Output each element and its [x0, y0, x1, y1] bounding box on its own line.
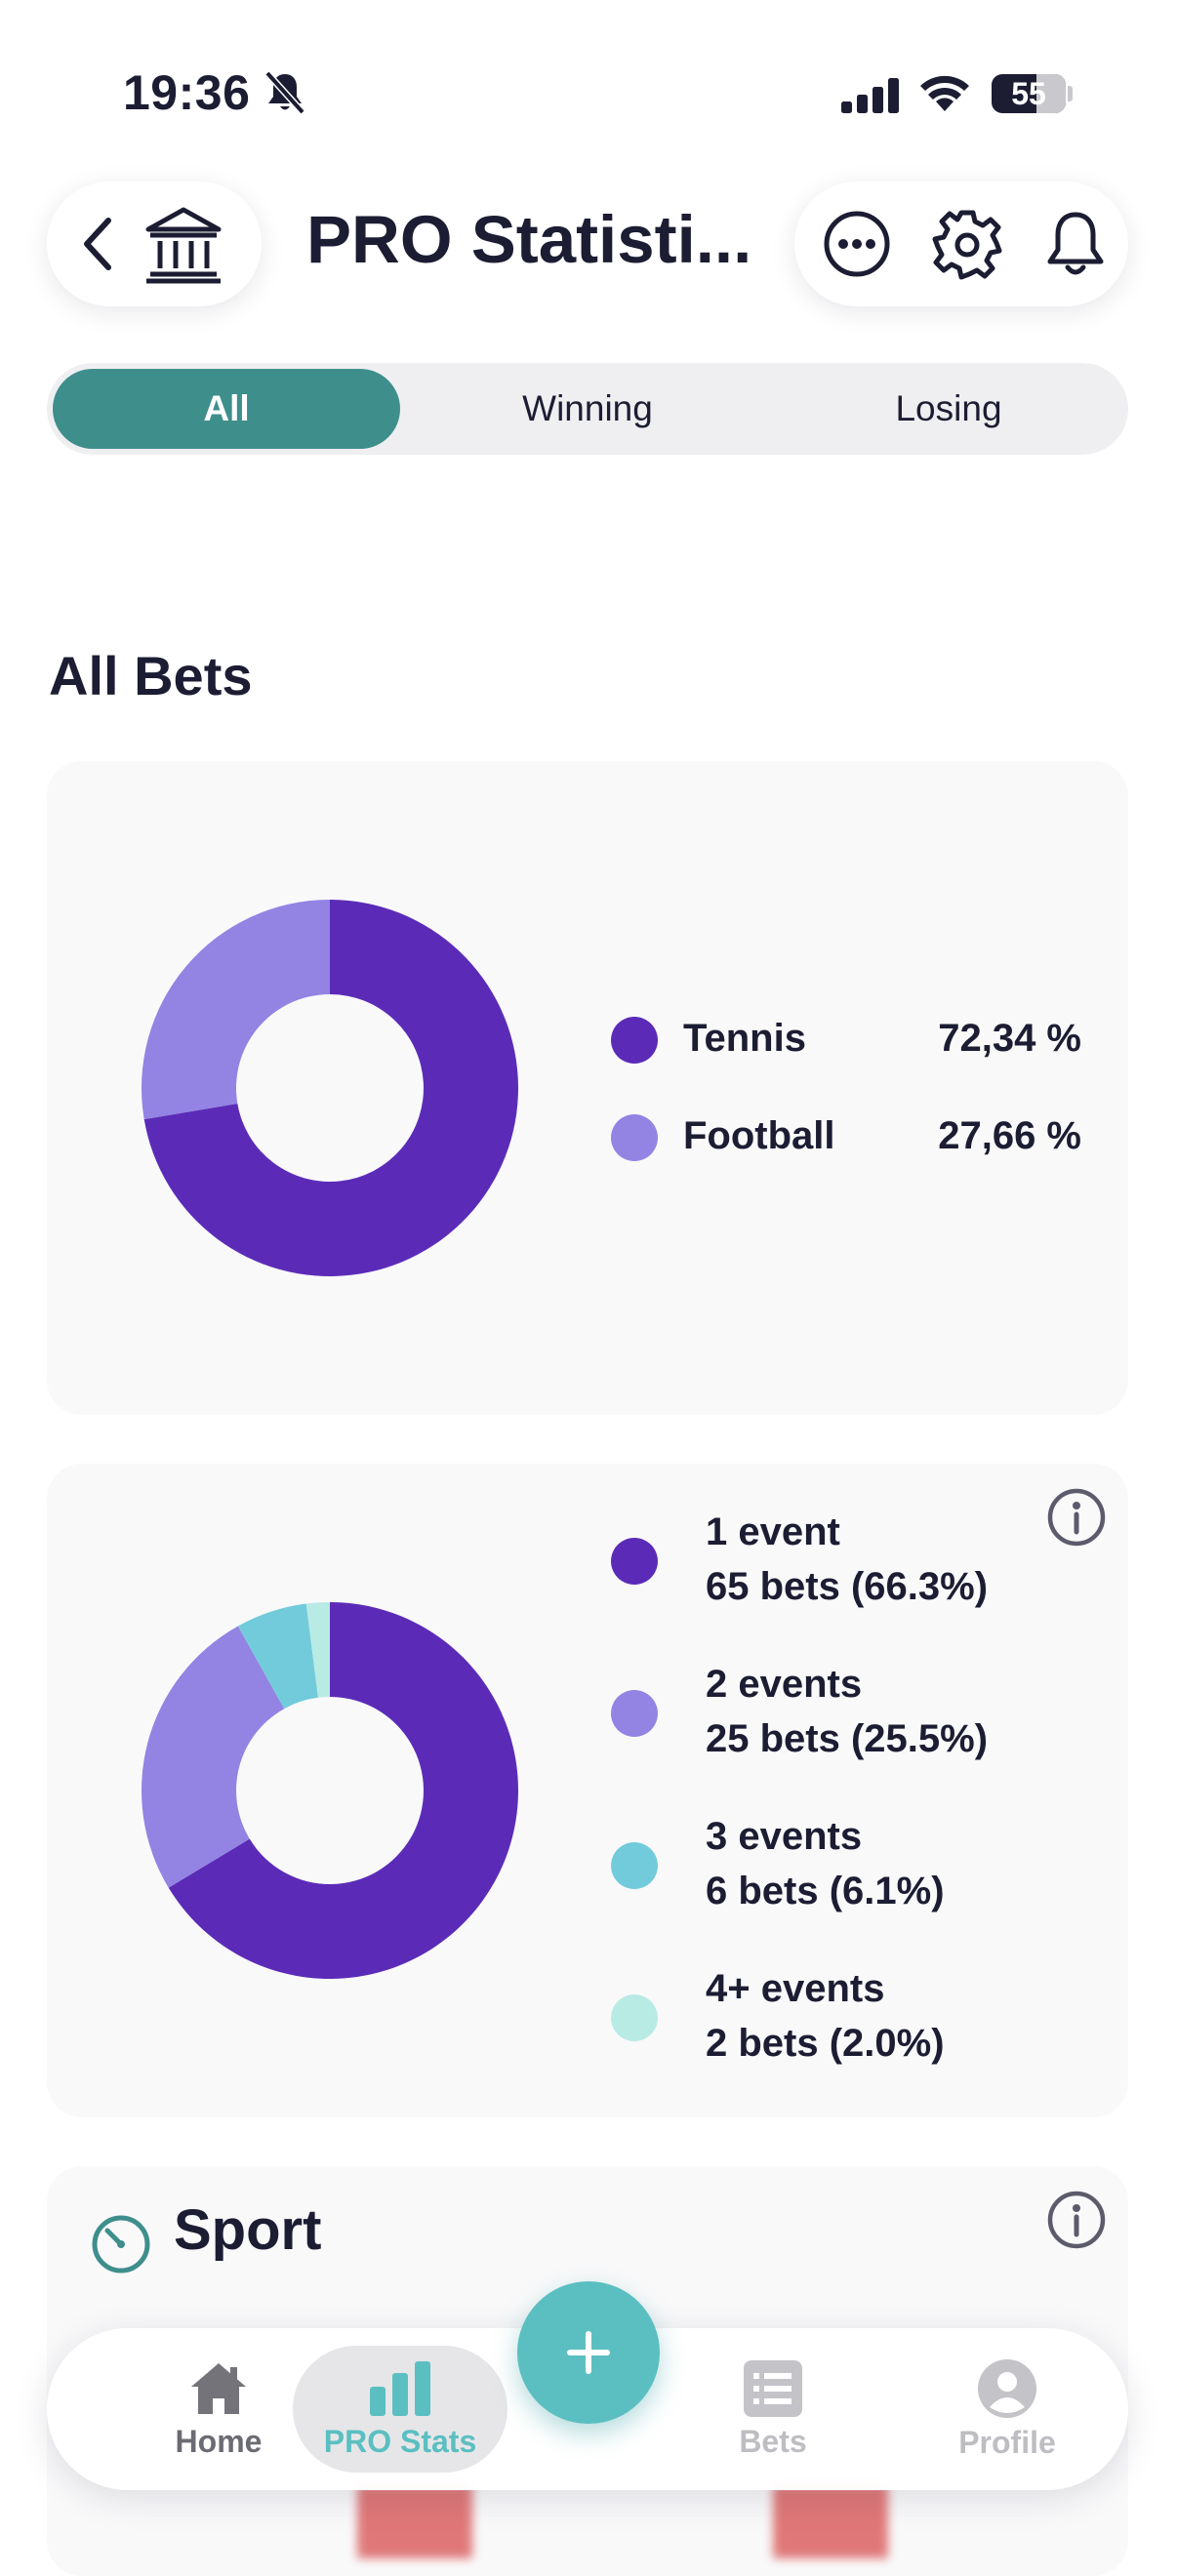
info-icon[interactable]	[1046, 2190, 1107, 2250]
events-slice-2	[237, 1603, 318, 1710]
filter-segmented-control: All Winning Losing	[47, 363, 1128, 455]
gear-icon	[932, 210, 1002, 280]
legend-title-4plus-events: 4+ events	[706, 1967, 885, 2010]
sport-slice-0	[143, 900, 518, 1276]
speedometer-icon	[92, 2215, 150, 2274]
more-options-icon	[824, 211, 890, 277]
nav-profile[interactable]: Profile	[910, 2328, 1105, 2490]
events-slice-3	[305, 1602, 330, 1698]
home-icon	[191, 2362, 246, 2414]
user-icon	[978, 2358, 1036, 2418]
legend-label-tennis: Tennis	[683, 1017, 806, 1060]
sport-slice-1	[142, 900, 330, 1120]
legend-detail-3-events: 6 bets (6.1%)	[706, 1870, 945, 1912]
cellular-signal-icon	[841, 78, 899, 113]
nav-label-profile: Profile	[958, 2424, 1056, 2460]
nav-label-home: Home	[175, 2423, 263, 2459]
header-left-group	[47, 181, 262, 306]
bookmaker-button[interactable]	[135, 201, 232, 289]
legend-detail-2-events: 25 bets (25.5%)	[706, 1717, 989, 1760]
section-title: All Bets	[49, 645, 253, 706]
info-icon[interactable]	[1046, 1487, 1107, 1548]
legend-title-3-events: 3 events	[706, 1815, 863, 1858]
status-time: 19:36	[123, 65, 251, 120]
list-icon	[744, 2359, 802, 2417]
legend-detail-4plus-events: 2 bets (2.0%)	[706, 2022, 945, 2065]
chart-bar-peek	[357, 2484, 472, 2558]
nav-bets[interactable]: Bets	[675, 2328, 871, 2490]
header-right-group	[794, 181, 1128, 306]
sport-split-donut-chart	[142, 900, 518, 1276]
legend-dot-3-events	[611, 1842, 658, 1889]
legend-label-football: Football	[683, 1114, 835, 1157]
bell-icon	[1047, 212, 1104, 275]
legend-percent-football: 27,66 %	[938, 1114, 1081, 1157]
chart-bar-peek	[773, 2484, 888, 2558]
event-split-card: 1 event 65 bets (66.3%) 2 events 25 bets…	[47, 1464, 1128, 2117]
events-slice-1	[141, 1626, 285, 1888]
legend-dot-football	[611, 1114, 658, 1161]
legend-title-2-events: 2 events	[706, 1663, 863, 1706]
legend-dot-1-event	[611, 1538, 658, 1585]
add-bet-button[interactable]	[517, 2281, 660, 2424]
legend-dot-4plus-events	[611, 1994, 658, 2041]
wifi-icon	[920, 75, 969, 111]
nav-label-pro-stats: PRO Stats	[323, 2423, 477, 2459]
battery-indicator: 55	[992, 74, 1066, 113]
settings-button[interactable]	[925, 203, 1009, 287]
legend-dot-tennis	[611, 1017, 658, 1064]
battery-tip	[1068, 86, 1073, 101]
notifications-button[interactable]	[1036, 203, 1115, 287]
sport-card-title: Sport	[174, 2198, 322, 2262]
page-title: PRO Statisti...	[306, 202, 752, 277]
event-split-donut-chart	[141, 1602, 518, 1979]
bank-icon	[145, 207, 222, 284]
segment-all[interactable]: All	[53, 369, 400, 449]
bell-muted-icon	[264, 70, 305, 115]
sport-split-card: Tennis 72,34 % Football 27,66 %	[47, 761, 1128, 1415]
plus-icon	[567, 2331, 610, 2374]
nav-label-bets: Bets	[739, 2423, 807, 2459]
nav-home[interactable]: Home	[121, 2328, 316, 2490]
more-button[interactable]	[818, 205, 896, 283]
legend-detail-1-event: 65 bets (66.3%)	[706, 1565, 989, 1608]
nav-pro-stats[interactable]: PRO Stats	[303, 2328, 498, 2490]
bar-chart-icon	[370, 2360, 430, 2416]
legend-title-1-event: 1 event	[706, 1510, 840, 1553]
segment-winning[interactable]: Winning	[522, 388, 653, 428]
events-slice-0	[168, 1602, 518, 1979]
legend-dot-2-events	[611, 1690, 658, 1737]
battery-level: 55	[1011, 76, 1046, 111]
segment-losing[interactable]: Losing	[895, 388, 1002, 428]
legend-percent-tennis: 72,34 %	[938, 1017, 1081, 1060]
back-button[interactable]	[68, 205, 127, 283]
chevron-left-icon	[84, 218, 111, 270]
